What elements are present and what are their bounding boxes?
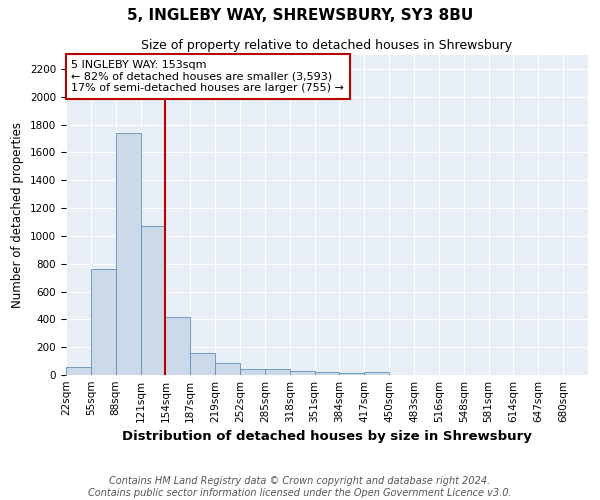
Text: 5 INGLEBY WAY: 153sqm
← 82% of detached houses are smaller (3,593)
17% of semi-d: 5 INGLEBY WAY: 153sqm ← 82% of detached … bbox=[71, 60, 344, 93]
Bar bbox=[290, 371, 314, 375]
Text: 5, INGLEBY WAY, SHREWSBURY, SY3 8BU: 5, INGLEBY WAY, SHREWSBURY, SY3 8BU bbox=[127, 8, 473, 22]
Text: Contains HM Land Registry data © Crown copyright and database right 2024.
Contai: Contains HM Land Registry data © Crown c… bbox=[88, 476, 512, 498]
Bar bbox=[240, 368, 265, 375]
X-axis label: Distribution of detached houses by size in Shrewsbury: Distribution of detached houses by size … bbox=[122, 430, 532, 444]
Bar bbox=[91, 270, 116, 375]
Bar bbox=[166, 316, 190, 375]
Title: Size of property relative to detached houses in Shrewsbury: Size of property relative to detached ho… bbox=[142, 40, 512, 52]
Bar bbox=[116, 133, 140, 375]
Bar bbox=[364, 372, 389, 375]
Bar bbox=[140, 226, 166, 375]
Y-axis label: Number of detached properties: Number of detached properties bbox=[11, 122, 25, 308]
Bar bbox=[190, 354, 215, 375]
Bar bbox=[340, 373, 364, 375]
Bar bbox=[66, 366, 91, 375]
Bar bbox=[215, 363, 240, 375]
Bar bbox=[265, 368, 290, 375]
Bar bbox=[314, 372, 340, 375]
